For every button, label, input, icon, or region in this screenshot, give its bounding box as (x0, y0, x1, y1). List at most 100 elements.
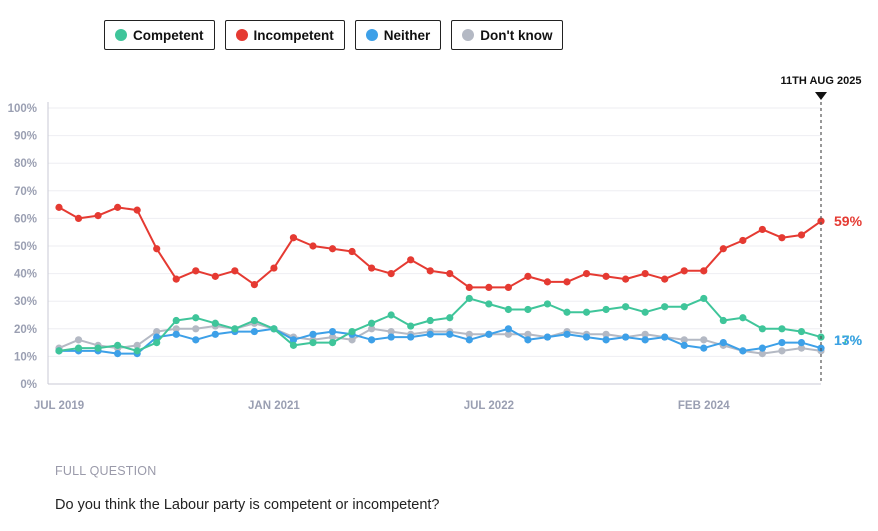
data-point-incompetent (211, 272, 219, 280)
data-point-competent (289, 341, 298, 349)
data-point-neither (368, 336, 376, 344)
data-point-don-t-know (348, 336, 356, 344)
data-point-neither (543, 333, 552, 341)
data-point-incompetent (700, 267, 708, 275)
legend-item-neither[interactable]: Neither (354, 20, 442, 50)
data-point-incompetent (465, 283, 473, 291)
y-tick-label: 80% (14, 158, 37, 170)
data-point-competent (211, 319, 219, 327)
data-point-competent (192, 314, 200, 322)
competent-dot-icon (115, 29, 127, 41)
data-point-competent (543, 300, 552, 308)
data-point-don-t-know (387, 327, 395, 336)
data-point-competent (328, 339, 337, 347)
data-point-competent (778, 325, 786, 333)
data-point-competent (563, 308, 571, 316)
data-point-competent (700, 294, 708, 303)
data-point-incompetent (426, 267, 434, 275)
data-point-competent (680, 303, 688, 311)
data-point-incompetent (739, 236, 747, 245)
data-point-incompetent (797, 231, 806, 239)
data-point-don-t-know (74, 336, 83, 344)
date-marker-label: 11TH AUG 2025 (781, 75, 862, 87)
legend-label: Don't know (480, 27, 553, 43)
y-tick-label: 60% (14, 213, 37, 225)
data-point-don-t-know (368, 325, 376, 333)
data-point-neither (622, 333, 630, 341)
data-point-competent (172, 316, 180, 325)
data-point-incompetent (328, 245, 337, 253)
data-point-competent (758, 325, 766, 333)
x-tick-label: FEB 2024 (678, 400, 730, 412)
data-point-neither (797, 339, 806, 347)
data-point-incompetent (504, 283, 512, 291)
data-point-incompetent (817, 217, 825, 225)
data-point-incompetent (446, 270, 454, 278)
data-point-competent (133, 347, 141, 355)
data-point-incompetent (407, 256, 415, 264)
full-question-text: Do you think the Labour party is compete… (55, 497, 440, 513)
data-point-competent (309, 339, 317, 347)
series-line-incompetent (58, 206, 822, 289)
legend-label: Competent (133, 27, 204, 43)
data-point-neither (446, 330, 454, 338)
data-point-neither (700, 344, 708, 352)
data-point-incompetent (680, 267, 688, 275)
data-point-competent (94, 344, 102, 352)
y-tick-label: 30% (14, 296, 37, 308)
data-point-competent (661, 303, 669, 311)
data-point-don-t-know (641, 330, 649, 338)
data-point-neither (680, 341, 688, 349)
data-point-competent (582, 308, 591, 316)
neither-dot-icon (365, 29, 378, 41)
series-line-don-t-know (58, 322, 822, 355)
data-point-competent (250, 316, 258, 325)
data-point-incompetent (289, 234, 298, 242)
y-tick-label: 10% (14, 351, 37, 363)
data-point-incompetent (94, 212, 102, 220)
data-point-don-t-know (758, 350, 766, 358)
data-point-competent (426, 316, 434, 325)
legend: Competent Incompetent Neither Don't know (104, 20, 564, 50)
date-marker-triangle-icon (815, 92, 827, 100)
data-point-incompetent (250, 281, 258, 289)
data-point-incompetent (641, 270, 649, 278)
legend-item-competent[interactable]: Competent (104, 20, 215, 50)
y-tick-label: 70% (14, 186, 37, 198)
data-point-competent (739, 314, 747, 322)
data-point-neither (114, 350, 122, 358)
data-point-competent (153, 339, 161, 347)
data-point-incompetent (114, 203, 122, 211)
data-point-don-t-know (328, 333, 337, 341)
data-point-competent (270, 325, 278, 333)
series-line-competent (58, 297, 822, 352)
legend-item-dont-know[interactable]: Don't know (451, 20, 564, 50)
data-point-competent (387, 311, 395, 319)
x-tick-label: JUL 2022 (464, 400, 514, 412)
legend-label: Incompetent (253, 27, 334, 43)
legend-item-incompetent[interactable]: Incompetent (224, 20, 345, 50)
data-point-competent (348, 327, 356, 336)
data-point-don-t-know (133, 341, 141, 349)
data-point-neither (602, 336, 610, 344)
data-point-incompetent (192, 267, 200, 275)
data-point-don-t-know (602, 330, 610, 338)
data-point-competent (446, 314, 454, 322)
y-tick-label: 40% (14, 269, 37, 281)
data-point-neither (524, 336, 532, 344)
x-tick-label: JUL 2019 (34, 400, 84, 412)
data-point-competent (114, 341, 122, 349)
data-point-neither (758, 344, 766, 352)
data-point-neither (211, 330, 219, 338)
data-point-incompetent (719, 245, 727, 253)
full-question-label: FULL QUESTION (55, 464, 157, 478)
series-line-neither (59, 327, 822, 355)
data-point-don-t-know (172, 325, 180, 333)
data-point-incompetent (524, 272, 532, 280)
data-point-incompetent (563, 278, 571, 286)
data-point-competent (602, 305, 610, 314)
legend-label: Neither (383, 27, 431, 43)
data-point-incompetent (55, 203, 63, 211)
data-point-incompetent (622, 275, 630, 283)
data-point-don-t-know (778, 347, 786, 355)
